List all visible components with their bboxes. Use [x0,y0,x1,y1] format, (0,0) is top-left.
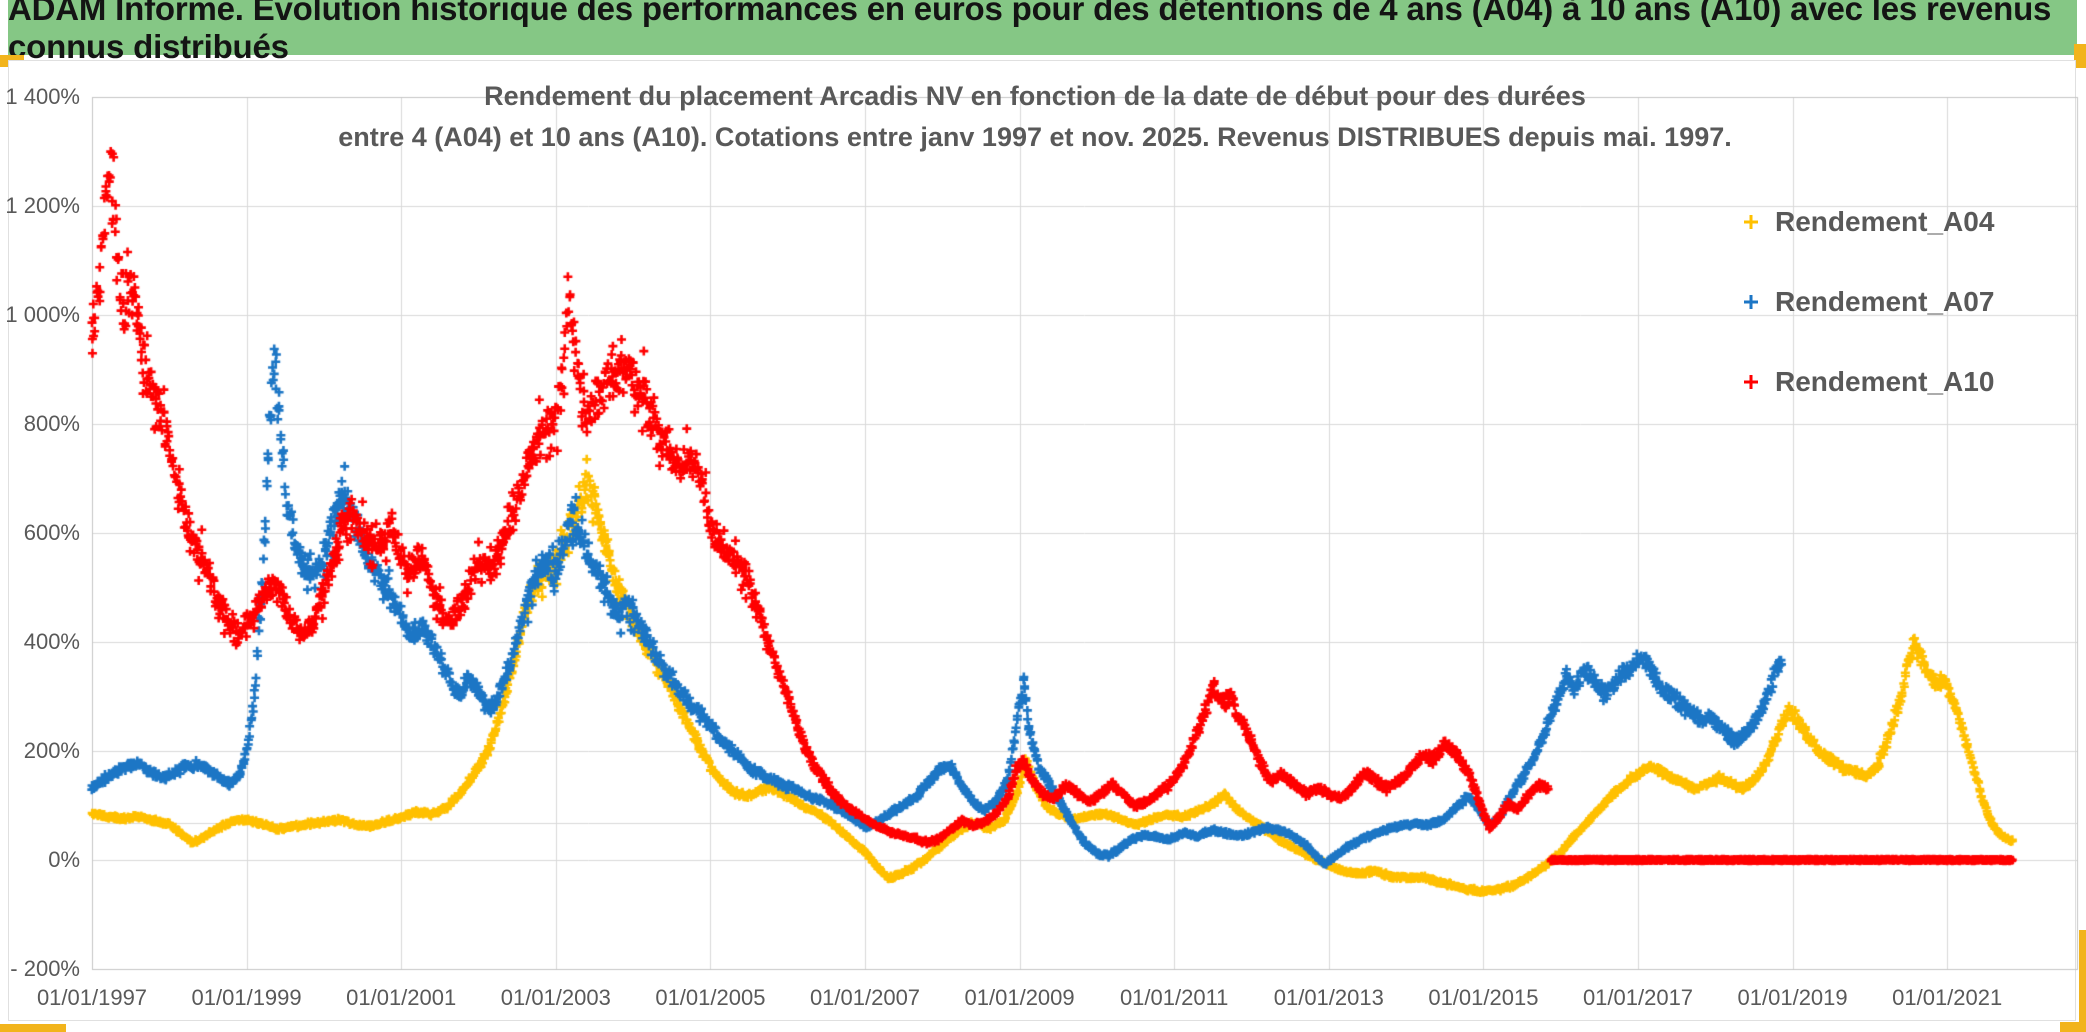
x-axis-tick-label: 01/01/2013 [1273,985,1384,1010]
x-axis-tick-label: 01/01/2017 [1582,985,1694,1010]
plus-marker-icon [1744,215,1758,229]
y-axis-tick-label: 1 400% [5,84,80,109]
y-axis-tick-label: 600% [23,520,80,545]
x-axis-tick-label: 01/01/2019 [1737,985,1848,1010]
plus-marker-icon [1744,375,1758,389]
legend-label: Rendement_A04 [1775,206,1995,237]
x-axis-tick-label: 01/01/2011 [1119,985,1229,1010]
y-axis-tick-label: 200% [23,738,80,763]
legend-label: Rendement_A10 [1775,366,1995,397]
y-axis-tick-label: 400% [23,629,80,654]
x-axis-tick-label: 01/01/2009 [964,985,1075,1010]
x-axis-tick-label: 01/01/2007 [809,985,921,1010]
y-axis-tick-label: 1 000% [5,302,80,327]
x-axis-tick-label: 01/01/2003 [500,985,611,1010]
legend-item-rendement_a04: Rendement_A04 [1742,200,1994,244]
x-axis-tick-label: 01/01/2015 [1428,985,1539,1010]
plus-marker-icon [1744,295,1758,309]
chart-title-line1: Rendement du placement Arcadis NV en fon… [484,81,1586,111]
y-axis-tick-label: 0% [48,847,80,872]
x-axis-tick-label: 01/01/2005 [655,985,766,1010]
chart-title: Rendement du placement Arcadis NV en fon… [0,76,2070,158]
x-axis-tick-label: 01/01/2021 [1892,985,2003,1010]
x-axis-tick-label: 01/01/1997 [36,985,148,1010]
legend-item-rendement_a07: Rendement_A07 [1742,280,1994,324]
chart-title-line2: entre 4 (A04) et 10 ans (A10). Cotations… [338,122,1732,152]
y-axis-tick-label: 1 200% [5,193,80,218]
legend-item-rendement_a10: Rendement_A10 [1742,360,1994,404]
legend-label: Rendement_A07 [1775,286,1995,317]
x-axis-tick-label: 01/01/1999 [191,985,302,1010]
y-axis-tick-label: 800% [23,411,80,436]
y-axis-tick-label: - 200% [10,956,80,981]
x-axis-tick-label: 01/01/2001 [346,985,457,1010]
